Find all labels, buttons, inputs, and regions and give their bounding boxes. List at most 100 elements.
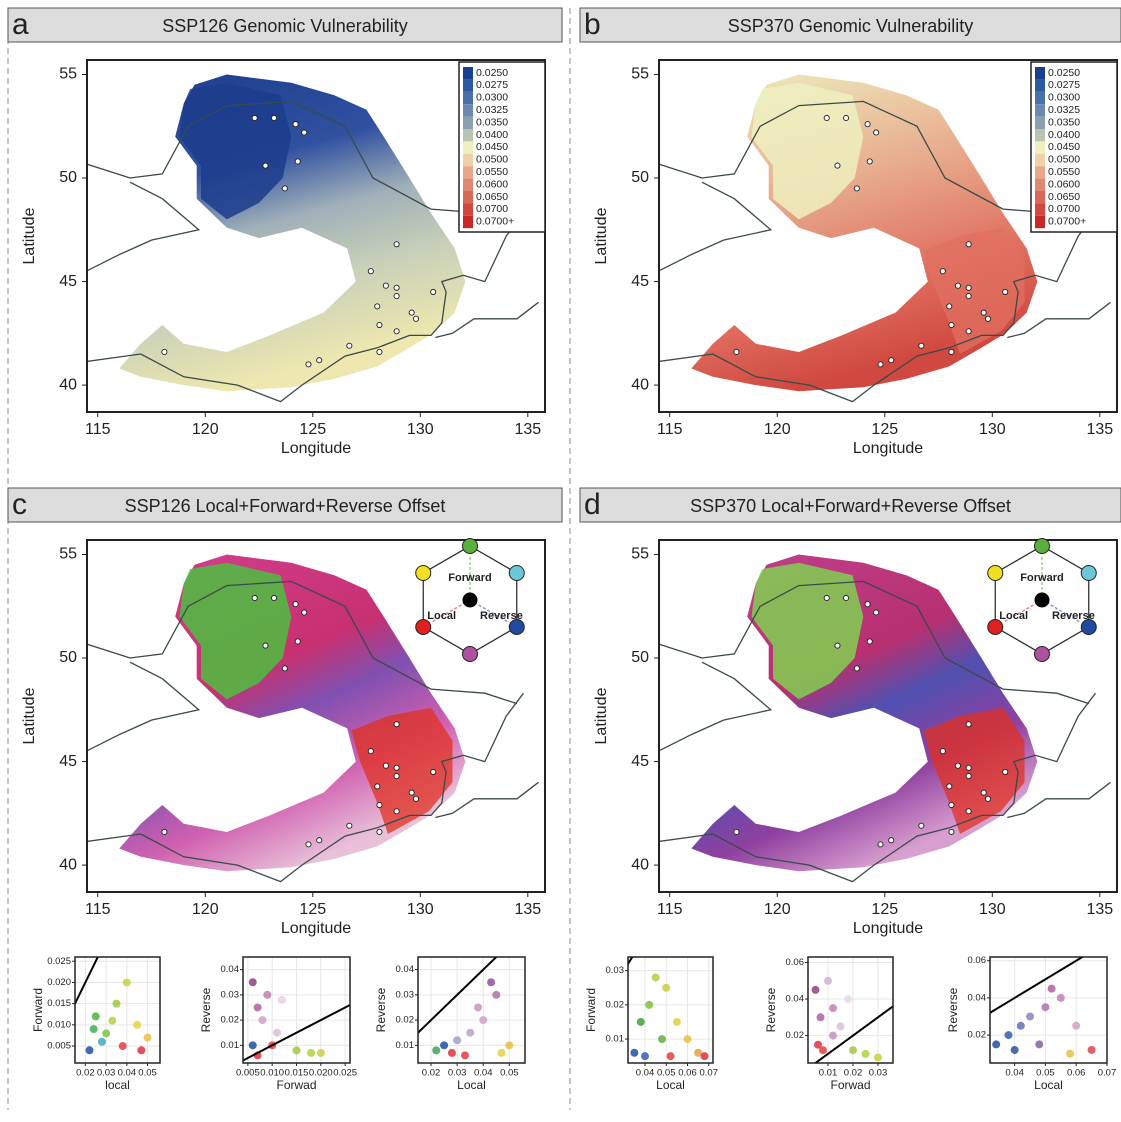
sample-site [853,665,860,672]
x-tick-label: 135 [1086,901,1113,918]
scatter-point [1010,1045,1019,1054]
sample-site [161,828,168,836]
y-tick-label: 0.020 [47,977,71,988]
sample-site [873,129,880,136]
scatter-point [1016,1021,1025,1030]
region-zone [923,227,1025,354]
panel-letter: d [584,488,601,521]
y-tick-label: 0.06 [968,955,987,966]
sample-site [877,841,884,848]
sample-site [292,601,299,608]
scatter-layer [75,957,160,1063]
scatter-point [122,978,131,987]
sample-site [843,114,850,122]
scatter-point [85,1046,94,1055]
scatter-frame [242,956,351,1064]
scatter-point [1072,1021,1081,1030]
legend-label: 0.0450 [1048,141,1080,153]
scatter-point [505,1041,514,1050]
sample-site [948,828,955,836]
scatter-point [277,995,286,1004]
y-tick-label: 55 [59,66,77,83]
border [1007,301,1111,339]
scatter-point [474,1003,483,1012]
legend-label: 0.0500 [476,154,508,166]
scatter-point [630,1048,639,1057]
panel-title: SSP126 Genomic Vulnerability [162,16,407,36]
legend-swatch [1035,141,1045,154]
border [435,781,539,819]
sample-site [346,342,353,349]
sample-site [954,282,961,289]
key-node [1080,619,1097,635]
y-axis-label: Latitude [21,687,38,744]
legend-label: 0.0350 [476,116,508,128]
sample-site [393,241,400,248]
sample-site [393,284,400,291]
legend-label: 0.0450 [476,141,508,153]
sample-site [393,764,400,771]
scatter-point [118,1042,127,1051]
legend-box [1030,61,1118,233]
y-tick-label: 0.06 [786,957,805,968]
scatter-point [112,999,121,1008]
scatter-frame [989,956,1108,1064]
border [659,181,773,272]
key-center [1034,592,1050,608]
legend-label: 0.0650 [1048,191,1080,203]
x-axis-label: Forwad [276,1078,316,1092]
x-tick-label: 125 [871,421,898,438]
x-tick-label: 120 [764,421,791,438]
region-zone [179,562,292,700]
sample-site [965,328,972,335]
scatter-point [497,1048,506,1057]
legend-swatch [1035,79,1045,92]
scatter-point [307,1048,316,1057]
sample-site [281,665,288,672]
panel-header [7,487,563,523]
y-tick-label: 40 [631,376,649,393]
panel-title: SSP126 Local+Forward+Reverse Offset [125,496,446,516]
scatter-point [811,985,820,994]
scatter-layer [628,957,713,1063]
sample-site [965,292,972,300]
region-zone [351,707,453,834]
y-tick-label: 0.03 [396,989,415,1000]
legend-swatch [463,141,473,154]
y-axis-label: Forward [31,988,45,1032]
key-node [462,538,478,554]
legend-swatch [1035,203,1045,216]
sample-site [939,748,946,755]
scatter-point [645,1000,654,1009]
sample-site [948,348,955,356]
scatter-frame [74,956,161,1064]
y-axis-label: Latitude [593,207,610,264]
scatter-point [466,1028,475,1037]
sample-site [733,348,740,356]
x-tick-label: 125 [299,421,326,438]
sample-site [382,282,389,289]
y-tick-label: 45 [631,273,649,290]
identity-line [418,957,498,1035]
sample-site [262,162,269,169]
scatter-point [992,1040,1001,1049]
y-tick-label: 0.02 [786,1030,805,1041]
scatter-bg [808,957,893,1063]
sample-site [408,309,415,316]
y-axis-label: Reverse [199,987,213,1032]
legend-swatch [1035,116,1045,129]
x-axis-label: Longitude [853,920,923,937]
scatter-point [1026,1012,1035,1021]
sample-site [866,638,873,645]
x-tick-label: 0.025 [333,1068,357,1079]
y-tick-label: 55 [631,546,649,563]
scatter-point [108,1016,117,1025]
scatter-point [432,1046,441,1055]
sample-site [965,241,972,248]
key-node [1080,565,1097,581]
legend-box [458,61,546,233]
x-tick-label: 0.06 [678,1068,697,1079]
x-tick-label: 0.05 [1036,1068,1055,1079]
sample-site [305,361,312,368]
